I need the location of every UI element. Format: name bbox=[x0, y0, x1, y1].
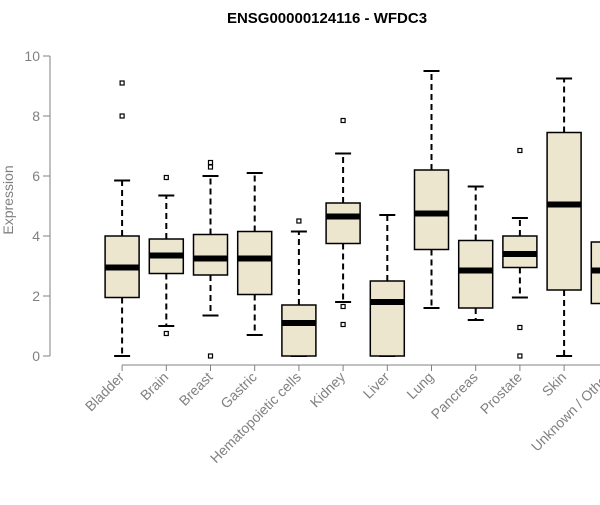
iqr-box bbox=[281, 304, 317, 357]
outlier-point bbox=[119, 80, 125, 86]
x-tick-label: Brain bbox=[137, 369, 171, 403]
iqr-box bbox=[236, 230, 273, 296]
outlier-point bbox=[163, 330, 169, 337]
outlier-point bbox=[517, 353, 523, 359]
box-bladder bbox=[104, 80, 140, 357]
y-tick-label: 2 bbox=[32, 288, 40, 304]
iqr-box bbox=[192, 233, 229, 276]
y-tick-label: 0 bbox=[32, 348, 40, 364]
x-tick-label: Gastric bbox=[217, 369, 260, 412]
x-tick-label: Bladder bbox=[82, 369, 128, 415]
y-tick-label: 10 bbox=[24, 48, 40, 64]
y-tick-label: 6 bbox=[32, 168, 40, 184]
y-axis: 0 2 4 6 8 10 bbox=[24, 48, 51, 364]
y-tick-label: 8 bbox=[32, 108, 40, 124]
box-liver bbox=[369, 214, 406, 357]
box-lung bbox=[413, 70, 450, 309]
outlier-point bbox=[340, 303, 346, 310]
box-pancreas bbox=[457, 185, 494, 321]
x-tick-label: Lung bbox=[403, 369, 436, 402]
outlier-point bbox=[207, 164, 214, 170]
box-breast bbox=[192, 159, 229, 359]
box-gastric bbox=[236, 172, 273, 336]
x-tick-label: Pancreas bbox=[428, 369, 481, 422]
x-tick-label: Skin bbox=[539, 369, 570, 400]
outlier-point bbox=[517, 147, 523, 154]
box-hematopoietic-cells bbox=[281, 218, 317, 357]
outlier-point bbox=[517, 324, 523, 331]
outlier-point bbox=[163, 174, 169, 181]
y-axis-label: Expression bbox=[0, 165, 16, 234]
box-brain bbox=[148, 174, 185, 337]
x-tick-label: Breast bbox=[176, 369, 216, 409]
chart-title: ENSG00000124116 - WFDC3 bbox=[227, 10, 427, 27]
box-skin bbox=[546, 77, 582, 357]
outlier-point bbox=[340, 117, 346, 124]
outlier-point bbox=[207, 159, 214, 166]
y-tick-label: 4 bbox=[32, 228, 40, 244]
iqr-box bbox=[546, 131, 582, 291]
outlier-point bbox=[207, 353, 214, 359]
x-tick-label: Liver bbox=[360, 369, 393, 402]
iqr-box bbox=[369, 280, 406, 357]
box-unknown-other bbox=[590, 241, 600, 305]
iqr-box bbox=[413, 169, 450, 251]
outlier-point bbox=[296, 218, 302, 224]
x-tick-label: Prostate bbox=[477, 369, 525, 417]
iqr-box bbox=[325, 202, 361, 245]
outlier-point bbox=[340, 321, 346, 328]
iqr-box bbox=[457, 239, 494, 309]
box-kidney bbox=[325, 117, 361, 328]
box-prostate bbox=[502, 147, 538, 359]
box-group bbox=[104, 70, 600, 359]
outlier-point bbox=[119, 113, 125, 119]
x-tick-label: Kidney bbox=[307, 369, 349, 411]
